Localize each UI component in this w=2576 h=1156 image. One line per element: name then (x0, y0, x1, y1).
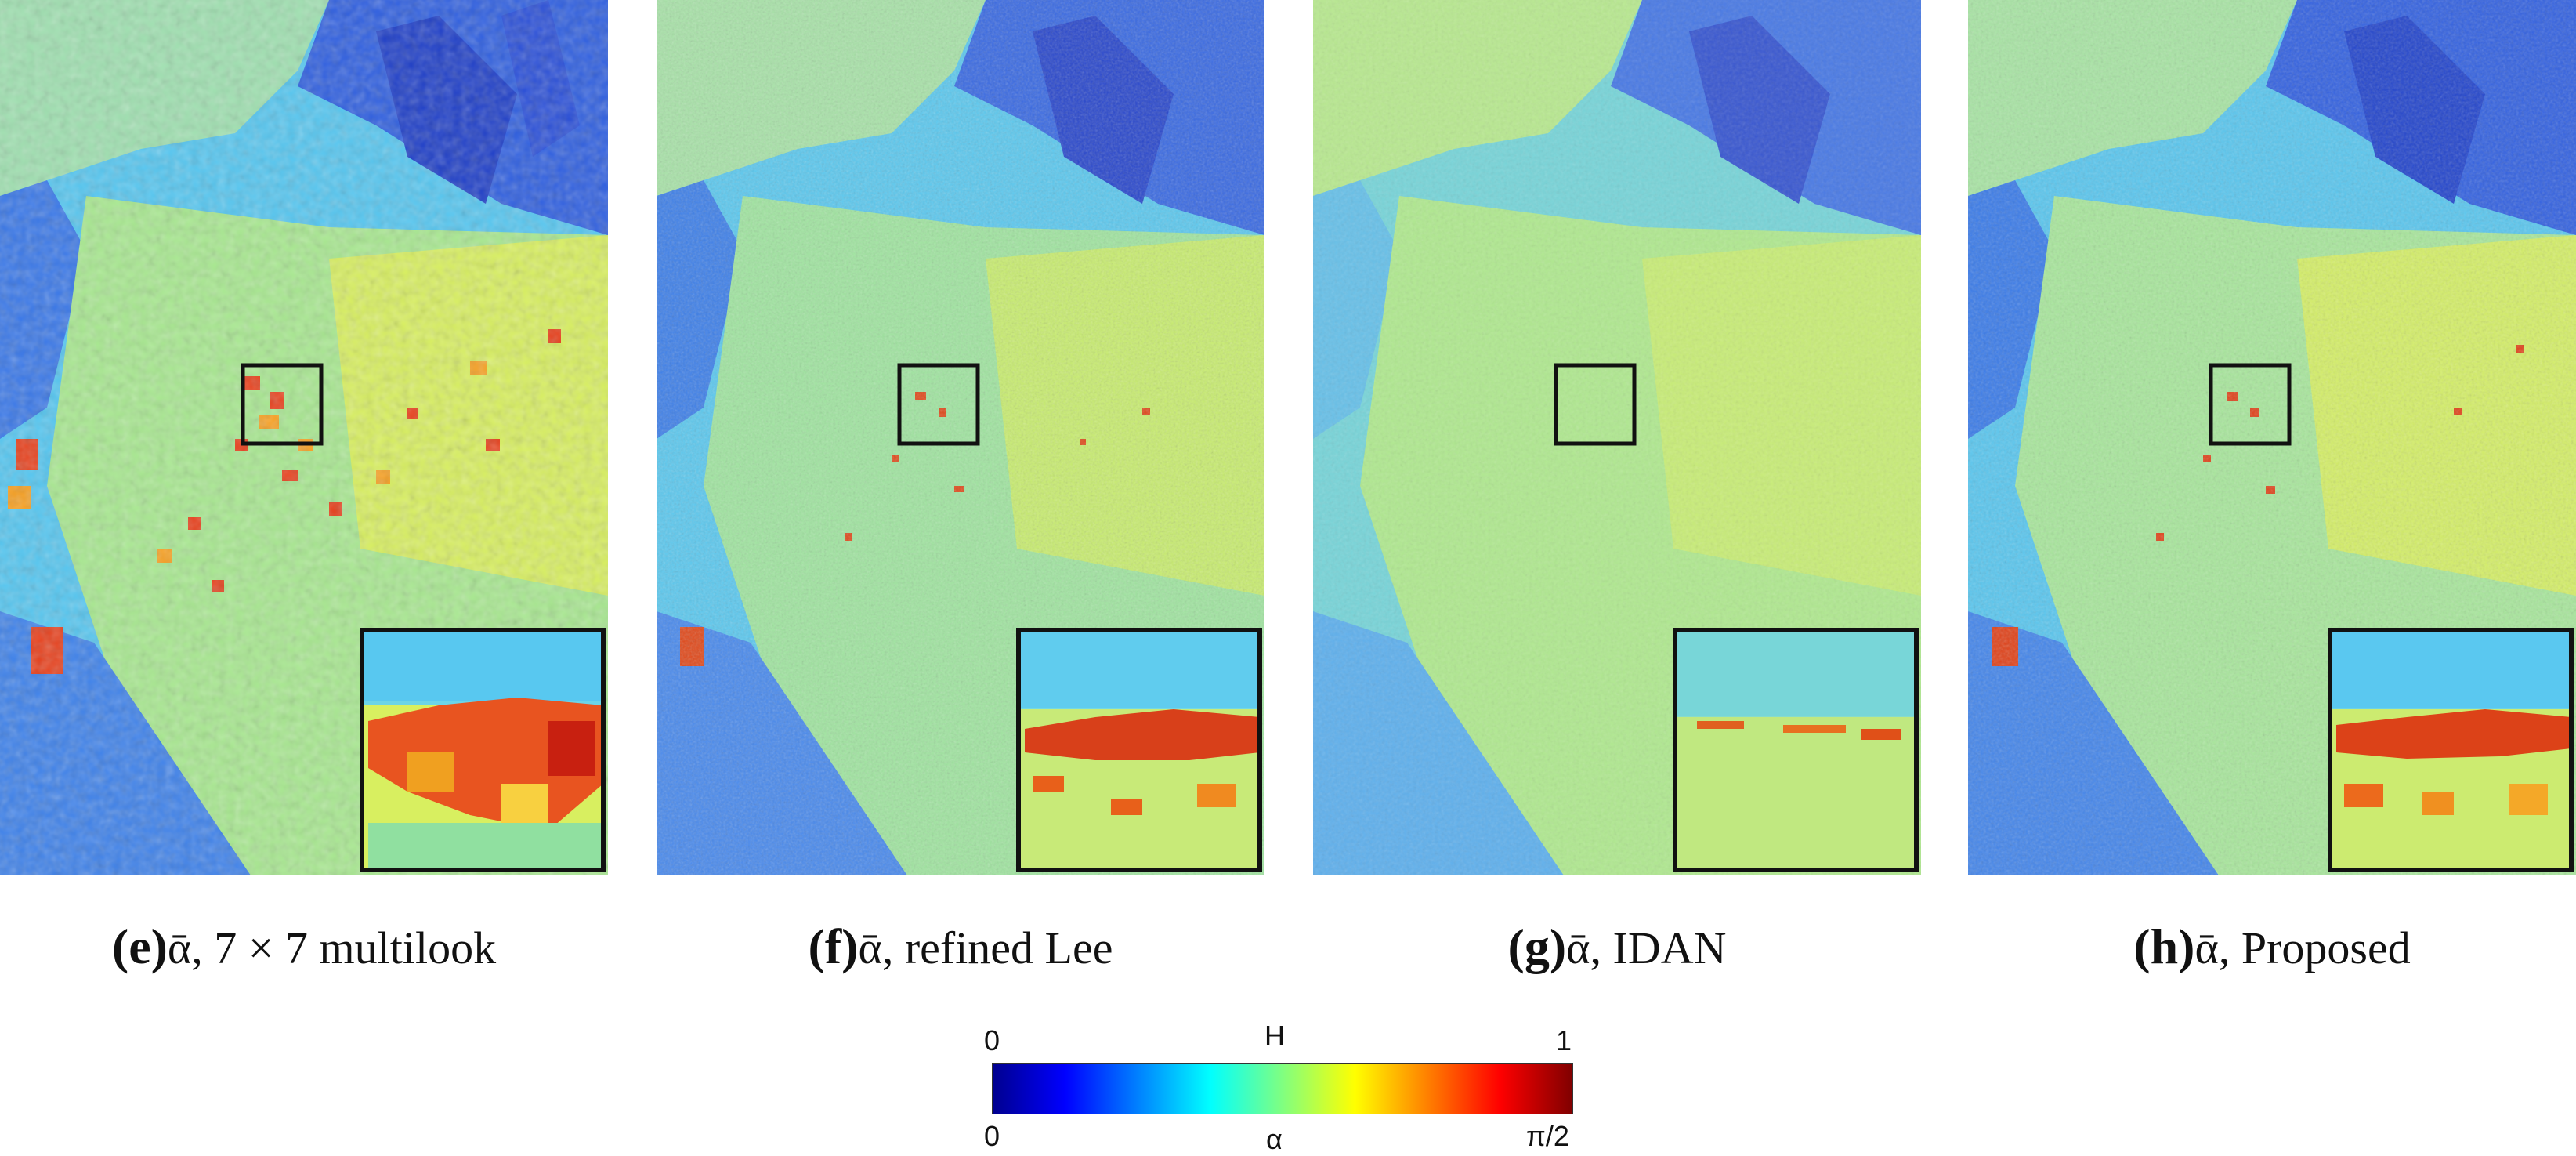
caption-text: ᾱ, refined Lee (858, 922, 1113, 973)
roi-box (2209, 363, 2292, 446)
roi-box (241, 363, 324, 446)
zoom-inset (360, 628, 606, 872)
caption-h: (h)ᾱ, Proposed (1968, 915, 2576, 980)
caption-f: (f)ᾱ, refined Lee (657, 915, 1264, 980)
colorbar-top-min: 0 (984, 1024, 1000, 1056)
caption-letter: (h) (2133, 919, 2195, 974)
colorbar: 0 H 1 0 α π/2 (984, 1019, 1573, 1156)
caption-text: ᾱ, Proposed (2194, 922, 2411, 973)
caption-text: ᾱ, 7 × 7 multilook (167, 922, 497, 973)
panel-multilook (0, 0, 608, 875)
roi-box (897, 363, 980, 446)
colorbar-gradient (992, 1063, 1573, 1114)
colorbar-top-title: H (1264, 1020, 1285, 1052)
panel-idan (1313, 0, 1921, 875)
caption-g: (g)ᾱ, IDAN (1313, 915, 1921, 980)
roi-box (1554, 363, 1637, 446)
zoom-inset (1673, 628, 1919, 872)
caption-text: ᾱ, IDAN (1566, 922, 1727, 973)
alpha-map-proposed (1968, 0, 2576, 875)
zoom-inset (1016, 628, 1262, 872)
caption-e: (e)ᾱ, 7 × 7 multilook (0, 915, 608, 980)
caption-letter: (g) (1507, 919, 1567, 974)
caption-letter: (e) (111, 919, 168, 974)
panel-refined-lee (657, 0, 1264, 875)
caption-letter: (f) (808, 919, 859, 974)
panel-proposed (1968, 0, 2576, 875)
alpha-map-refined-lee (657, 0, 1264, 875)
alpha-map-idan (1313, 0, 1921, 875)
zoom-inset (2328, 628, 2574, 872)
colorbar-bottom-title: α (1266, 1123, 1283, 1155)
alpha-map-multilook (0, 0, 608, 875)
colorbar-bottom-min: 0 (984, 1120, 1000, 1152)
colorbar-top-max: 1 (1556, 1024, 1572, 1056)
colorbar-bottom-max: π/2 (1526, 1120, 1569, 1152)
